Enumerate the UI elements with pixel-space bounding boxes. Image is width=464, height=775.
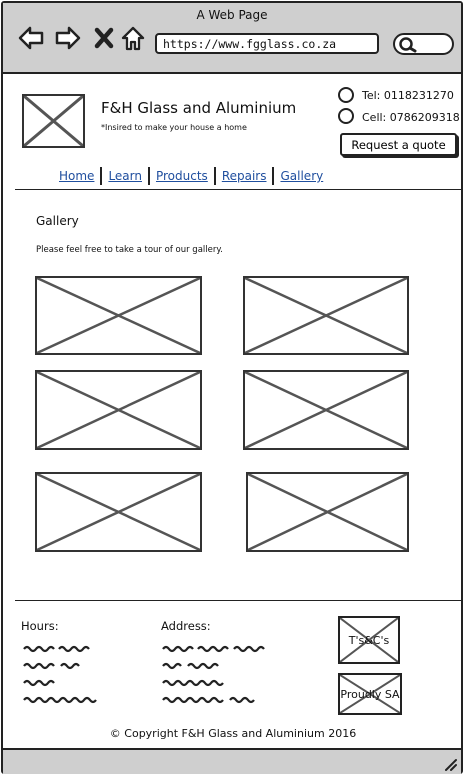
hours-scribble-line (23, 662, 80, 670)
address-scribble-line (162, 645, 265, 653)
cell-number: Cell: 0786209318 (362, 111, 460, 124)
back-arrow-icon[interactable] (17, 24, 45, 52)
gallery-image[interactable] (35, 276, 202, 355)
nav-products[interactable]: Products (155, 169, 208, 183)
address-scribble-line (162, 696, 255, 704)
request-quote-button[interactable]: Request a quote (340, 133, 457, 156)
proudly-sa-badge-label: Proudly SA (340, 688, 400, 701)
gallery-image[interactable] (246, 472, 409, 552)
address-label: Address: (161, 619, 211, 633)
address-scribble-line (162, 662, 219, 670)
hours-scribble-line (23, 645, 90, 653)
site-name: F&H Glass and Aluminium (101, 99, 297, 117)
copyright: © Copyright F&H Glass and Aluminium 2016 (109, 727, 357, 740)
nav-separator (213, 167, 216, 185)
proudly-sa-badge[interactable]: Proudly SA (338, 673, 402, 715)
nav-separator (100, 167, 103, 185)
hours-label: Hours: (21, 619, 59, 633)
cell-radio[interactable] (338, 108, 354, 124)
nav-home[interactable]: Home (59, 169, 95, 183)
tel-number: Tel: 0118231270 (362, 89, 454, 102)
tagline: *Insired to make your house a home (101, 123, 247, 132)
nav-separator (272, 167, 275, 185)
footer-divider (15, 600, 463, 601)
address-scribble-line (162, 679, 224, 687)
terms-badge[interactable]: T's&C's (338, 616, 400, 664)
nav-learn[interactable]: Learn (108, 169, 142, 183)
main-nav: Home Learn Products Repairs Gallery (53, 166, 329, 186)
status-bar (3, 748, 461, 774)
forward-arrow-icon[interactable] (54, 24, 82, 52)
page-title: Gallery (36, 214, 79, 228)
intro-text: Please feel free to take a tour of our g… (36, 245, 223, 255)
search-icon (399, 37, 417, 53)
hours-scribble-line (23, 679, 55, 687)
tel-radio[interactable] (338, 87, 354, 103)
close-x-icon[interactable] (91, 24, 119, 52)
search-field[interactable] (393, 33, 454, 55)
gallery-image[interactable] (35, 370, 202, 450)
nav-gallery[interactable]: Gallery (280, 169, 324, 183)
nav-repairs[interactable]: Repairs (221, 169, 267, 183)
gallery-image[interactable] (243, 370, 409, 450)
url-input[interactable] (155, 33, 379, 54)
window-title: A Web Page (196, 8, 268, 22)
resize-grip-icon[interactable] (443, 757, 457, 771)
gallery-image[interactable] (35, 472, 202, 552)
terms-badge-label: T's&C's (348, 634, 390, 647)
home-icon[interactable] (119, 24, 147, 52)
browser-toolbar: A Web Page (3, 3, 461, 74)
hours-scribble-line (23, 696, 97, 704)
gallery-image[interactable] (243, 276, 409, 355)
nav-separator (147, 167, 150, 185)
header-divider (15, 189, 463, 190)
logo-image-placeholder (22, 94, 85, 148)
